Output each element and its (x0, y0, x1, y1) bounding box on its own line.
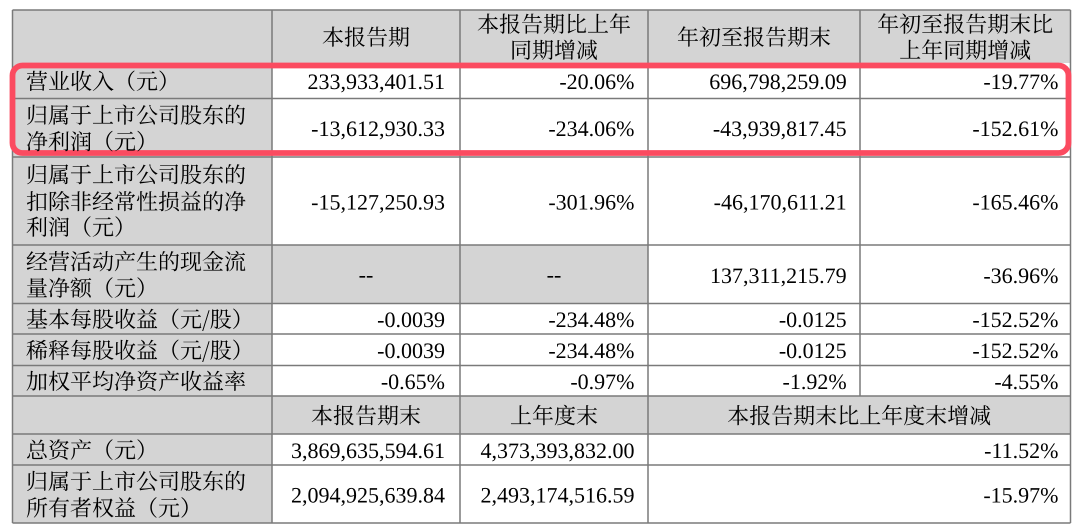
svg-text:137,311,215.79: 137,311,215.79 (710, 263, 847, 288)
svg-text:-36.96%: -36.96% (983, 263, 1058, 288)
svg-text:-0.65%: -0.65% (381, 369, 445, 394)
svg-text:-11.52%: -11.52% (984, 438, 1058, 463)
svg-text:-43,939,817.45: -43,939,817.45 (713, 116, 847, 141)
svg-text:-0.0125: -0.0125 (779, 307, 847, 332)
svg-text:-234.48%: -234.48% (548, 307, 634, 332)
svg-text:-0.0039: -0.0039 (377, 338, 445, 363)
svg-text:-46,170,611.21: -46,170,611.21 (714, 190, 847, 215)
svg-text:-0.0125: -0.0125 (779, 338, 847, 363)
svg-text:-15.97%: -15.97% (983, 483, 1058, 508)
svg-text:-165.46%: -165.46% (972, 190, 1058, 215)
svg-text:--: -- (547, 262, 562, 287)
svg-text:3,869,635,594.61: 3,869,635,594.61 (291, 438, 445, 463)
svg-text:-0.0039: -0.0039 (377, 307, 445, 332)
svg-text:696,798,259.09: 696,798,259.09 (709, 69, 847, 94)
svg-text:-301.96%: -301.96% (548, 190, 634, 215)
svg-text:-19.77%: -19.77% (983, 69, 1058, 94)
svg-text:4,373,393,832.00: 4,373,393,832.00 (481, 438, 635, 463)
svg-text:-152.61%: -152.61% (972, 116, 1058, 141)
svg-text:-0.97%: -0.97% (570, 369, 634, 394)
svg-text:-15,127,250.93: -15,127,250.93 (311, 190, 445, 215)
svg-text:2,493,174,516.59: 2,493,174,516.59 (481, 483, 635, 508)
svg-text:--: -- (359, 262, 374, 287)
svg-text:-234.06%: -234.06% (548, 116, 634, 141)
svg-text:-20.06%: -20.06% (559, 69, 634, 94)
svg-text:-152.52%: -152.52% (972, 307, 1058, 332)
svg-text:-1.92%: -1.92% (783, 369, 847, 394)
svg-text:2,094,925,639.84: 2,094,925,639.84 (291, 483, 445, 508)
svg-text:-152.52%: -152.52% (972, 338, 1058, 363)
svg-text:-4.55%: -4.55% (994, 369, 1058, 394)
svg-text:-234.48%: -234.48% (548, 338, 634, 363)
svg-text:-13,612,930.33: -13,612,930.33 (311, 116, 445, 141)
svg-text:233,933,401.51: 233,933,401.51 (308, 69, 446, 94)
